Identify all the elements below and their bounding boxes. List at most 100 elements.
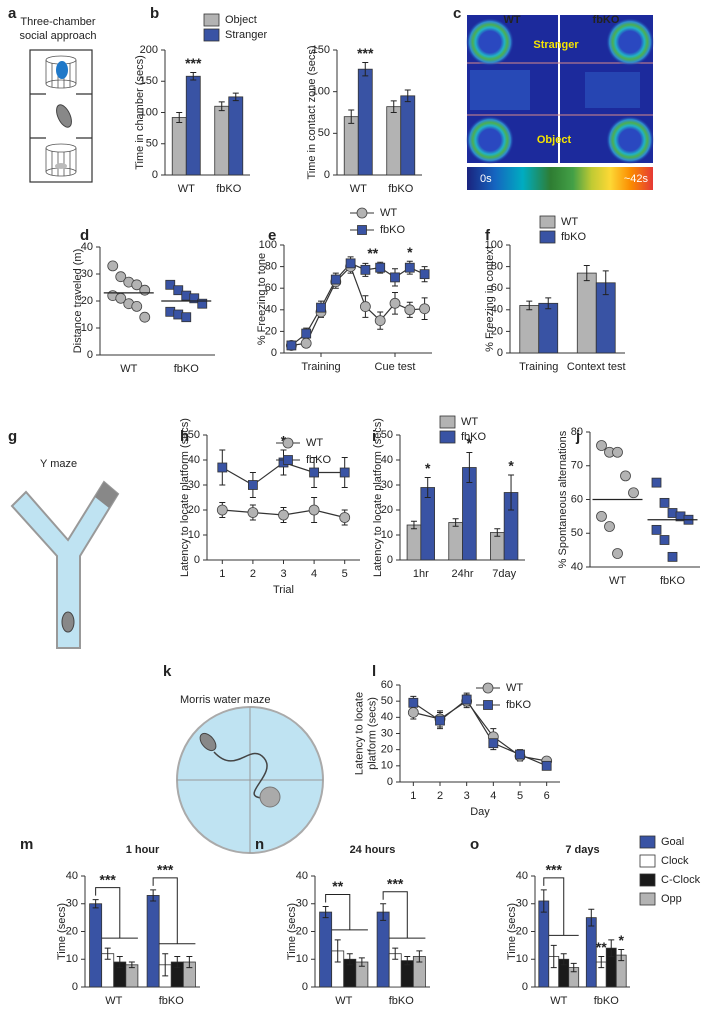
y-tick-label: 80 [571,426,583,438]
data-point [375,262,386,273]
y-tick-label: 10 [66,953,78,965]
legend-label: Opp [661,893,682,905]
y-tick-label: 40 [66,870,78,882]
data-point [408,697,419,708]
x-tick-label: fbKO [660,575,686,587]
significance-label: * [508,458,514,474]
bar [386,106,402,176]
error-bar [404,89,411,103]
diagram-title: Morris water maze [180,694,270,706]
error-bar [583,265,590,282]
bar [357,68,373,176]
y-tick-label: 0 [87,349,93,361]
panel-label: f [485,227,491,244]
data-point [308,504,320,516]
y-tick-label: 50 [381,429,393,441]
chart-title: 1 hour [126,844,160,856]
data-point [390,272,400,283]
x-tick-label: Cue test [375,361,416,373]
data-point [278,509,289,521]
legend-label: fbKO [306,454,332,466]
legend-label: Goal [661,836,684,848]
error-bar [545,297,552,310]
bar [420,487,435,561]
data-point [435,715,445,726]
panel-label: g [8,428,17,445]
data-point [247,507,259,518]
error-bar [218,101,225,112]
water-maze-diagram: Morris water maze [176,694,324,854]
x-tick-label: WT [350,183,367,195]
panel-label: m [20,836,33,853]
panel-label: i [372,428,376,445]
data-point [339,467,350,478]
y-tick-label: 20 [296,925,308,937]
data-point [330,274,341,285]
y-tick-label: 50 [188,429,200,441]
data-point [419,269,430,280]
data-point [659,535,670,545]
data-point [659,497,670,508]
data-point [419,303,431,315]
legend-swatch [203,13,220,27]
x-tick-label: WT [609,575,626,587]
y-tick-label: 40 [81,241,93,253]
bar [125,964,139,988]
legend-marker [283,455,293,465]
error-bar [602,270,609,296]
chart: 0 10 20 30 40 50 60 Latency to locate platform (… [353,679,560,818]
stranger-mouse [56,61,68,79]
panel-label: k [163,663,172,680]
significance-label: * [425,460,431,476]
significance-label: *** [546,862,563,878]
y-tick-label: 30 [81,268,93,280]
y-tick-label: 30 [188,479,200,491]
error-bar [104,947,111,960]
chart-title: 24 hours [350,844,396,856]
panel-label: o [470,836,479,853]
legend-label: WT [380,207,397,219]
y-axis-label: Distance traveled (m) [72,249,84,354]
error-bar [186,955,193,969]
y-tick-label: 0 [497,347,503,359]
y-tick-label: 60 [381,679,393,691]
legend-label: Clock [661,855,689,867]
y-tick-label: 20 [381,744,393,756]
y-tick-label: 100 [140,106,158,118]
heatmap-column: WT [503,14,520,26]
y-tick-label: 0 [387,554,393,566]
y-tick-label: 40 [571,561,583,573]
y-axis-label: % Freezing in context [484,246,496,352]
legend-swatch [439,430,456,444]
significance-label: *** [185,55,202,71]
object [55,163,67,169]
x-axis-label: Day [470,806,490,818]
three-chamber-diagram: Three-chamber social approach [19,16,97,183]
y-axis-label: Time in chamber (secs) [134,55,146,170]
data-point [360,264,371,275]
error-bar [380,903,387,921]
y-axis-label: Time (secs) [56,903,68,960]
y-tick-label: 40 [491,304,503,316]
legend-label: WT [506,682,523,694]
data-point [651,477,662,488]
error-bar [150,889,157,902]
legend-swatch [639,873,656,887]
y-axis-label: Latency to locate platform (secs) [179,418,191,577]
panel-label: b [150,5,159,22]
data-point [596,440,607,451]
y-tick-label: 10 [81,322,93,334]
y-tick-label: 50 [571,527,583,539]
legend-label: fbKO [506,699,532,711]
significance-label: ** [596,939,607,955]
data-point [359,301,371,312]
error-bar [588,908,595,927]
maze-arm-end [95,482,118,508]
chart: 0 10 20 30 40 Time (secs) 1 hour WT fbKO *** *** [56,844,200,1007]
y-tick-label: 30 [296,898,308,910]
data-point [667,551,678,562]
y-tick-label: 150 [140,75,158,87]
